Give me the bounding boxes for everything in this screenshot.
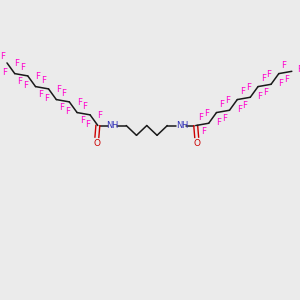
Text: F: F [80, 116, 85, 125]
Text: O: O [193, 139, 200, 148]
Text: F: F [65, 107, 70, 116]
Text: F: F [98, 111, 102, 120]
Text: F: F [263, 88, 268, 97]
Text: N: N [106, 121, 113, 130]
Text: F: F [278, 79, 284, 88]
Text: F: F [284, 75, 289, 84]
Text: F: F [56, 85, 61, 94]
Text: F: F [61, 89, 67, 98]
Text: F: F [225, 96, 230, 105]
Text: F: F [38, 91, 43, 100]
Text: H: H [111, 121, 118, 130]
Text: F: F [59, 103, 64, 112]
Text: F: F [258, 92, 262, 101]
Text: F: F [246, 83, 251, 92]
Text: F: F [44, 94, 49, 103]
Text: N: N [176, 121, 182, 130]
Text: F: F [204, 109, 209, 118]
Text: F: F [85, 120, 91, 129]
Text: F: F [297, 65, 300, 74]
Text: F: F [281, 61, 286, 70]
Text: F: F [35, 72, 40, 81]
Text: F: F [0, 52, 5, 61]
Text: F: F [17, 77, 22, 86]
Text: F: F [198, 113, 203, 122]
Text: F: F [222, 114, 227, 123]
Text: F: F [216, 118, 221, 127]
Text: F: F [41, 76, 46, 85]
Text: F: F [266, 70, 272, 79]
Text: F: F [242, 101, 247, 110]
Text: F: F [76, 98, 82, 107]
Text: F: F [201, 127, 206, 136]
Text: F: F [23, 81, 28, 90]
Text: O: O [93, 139, 100, 148]
Text: F: F [240, 87, 245, 96]
Text: F: F [20, 63, 25, 72]
Text: F: F [237, 105, 242, 114]
Text: F: F [14, 59, 19, 68]
Text: F: F [2, 68, 8, 77]
Text: H: H [181, 121, 187, 130]
Text: F: F [261, 74, 266, 83]
Text: F: F [82, 102, 87, 111]
Text: F: F [219, 100, 224, 109]
